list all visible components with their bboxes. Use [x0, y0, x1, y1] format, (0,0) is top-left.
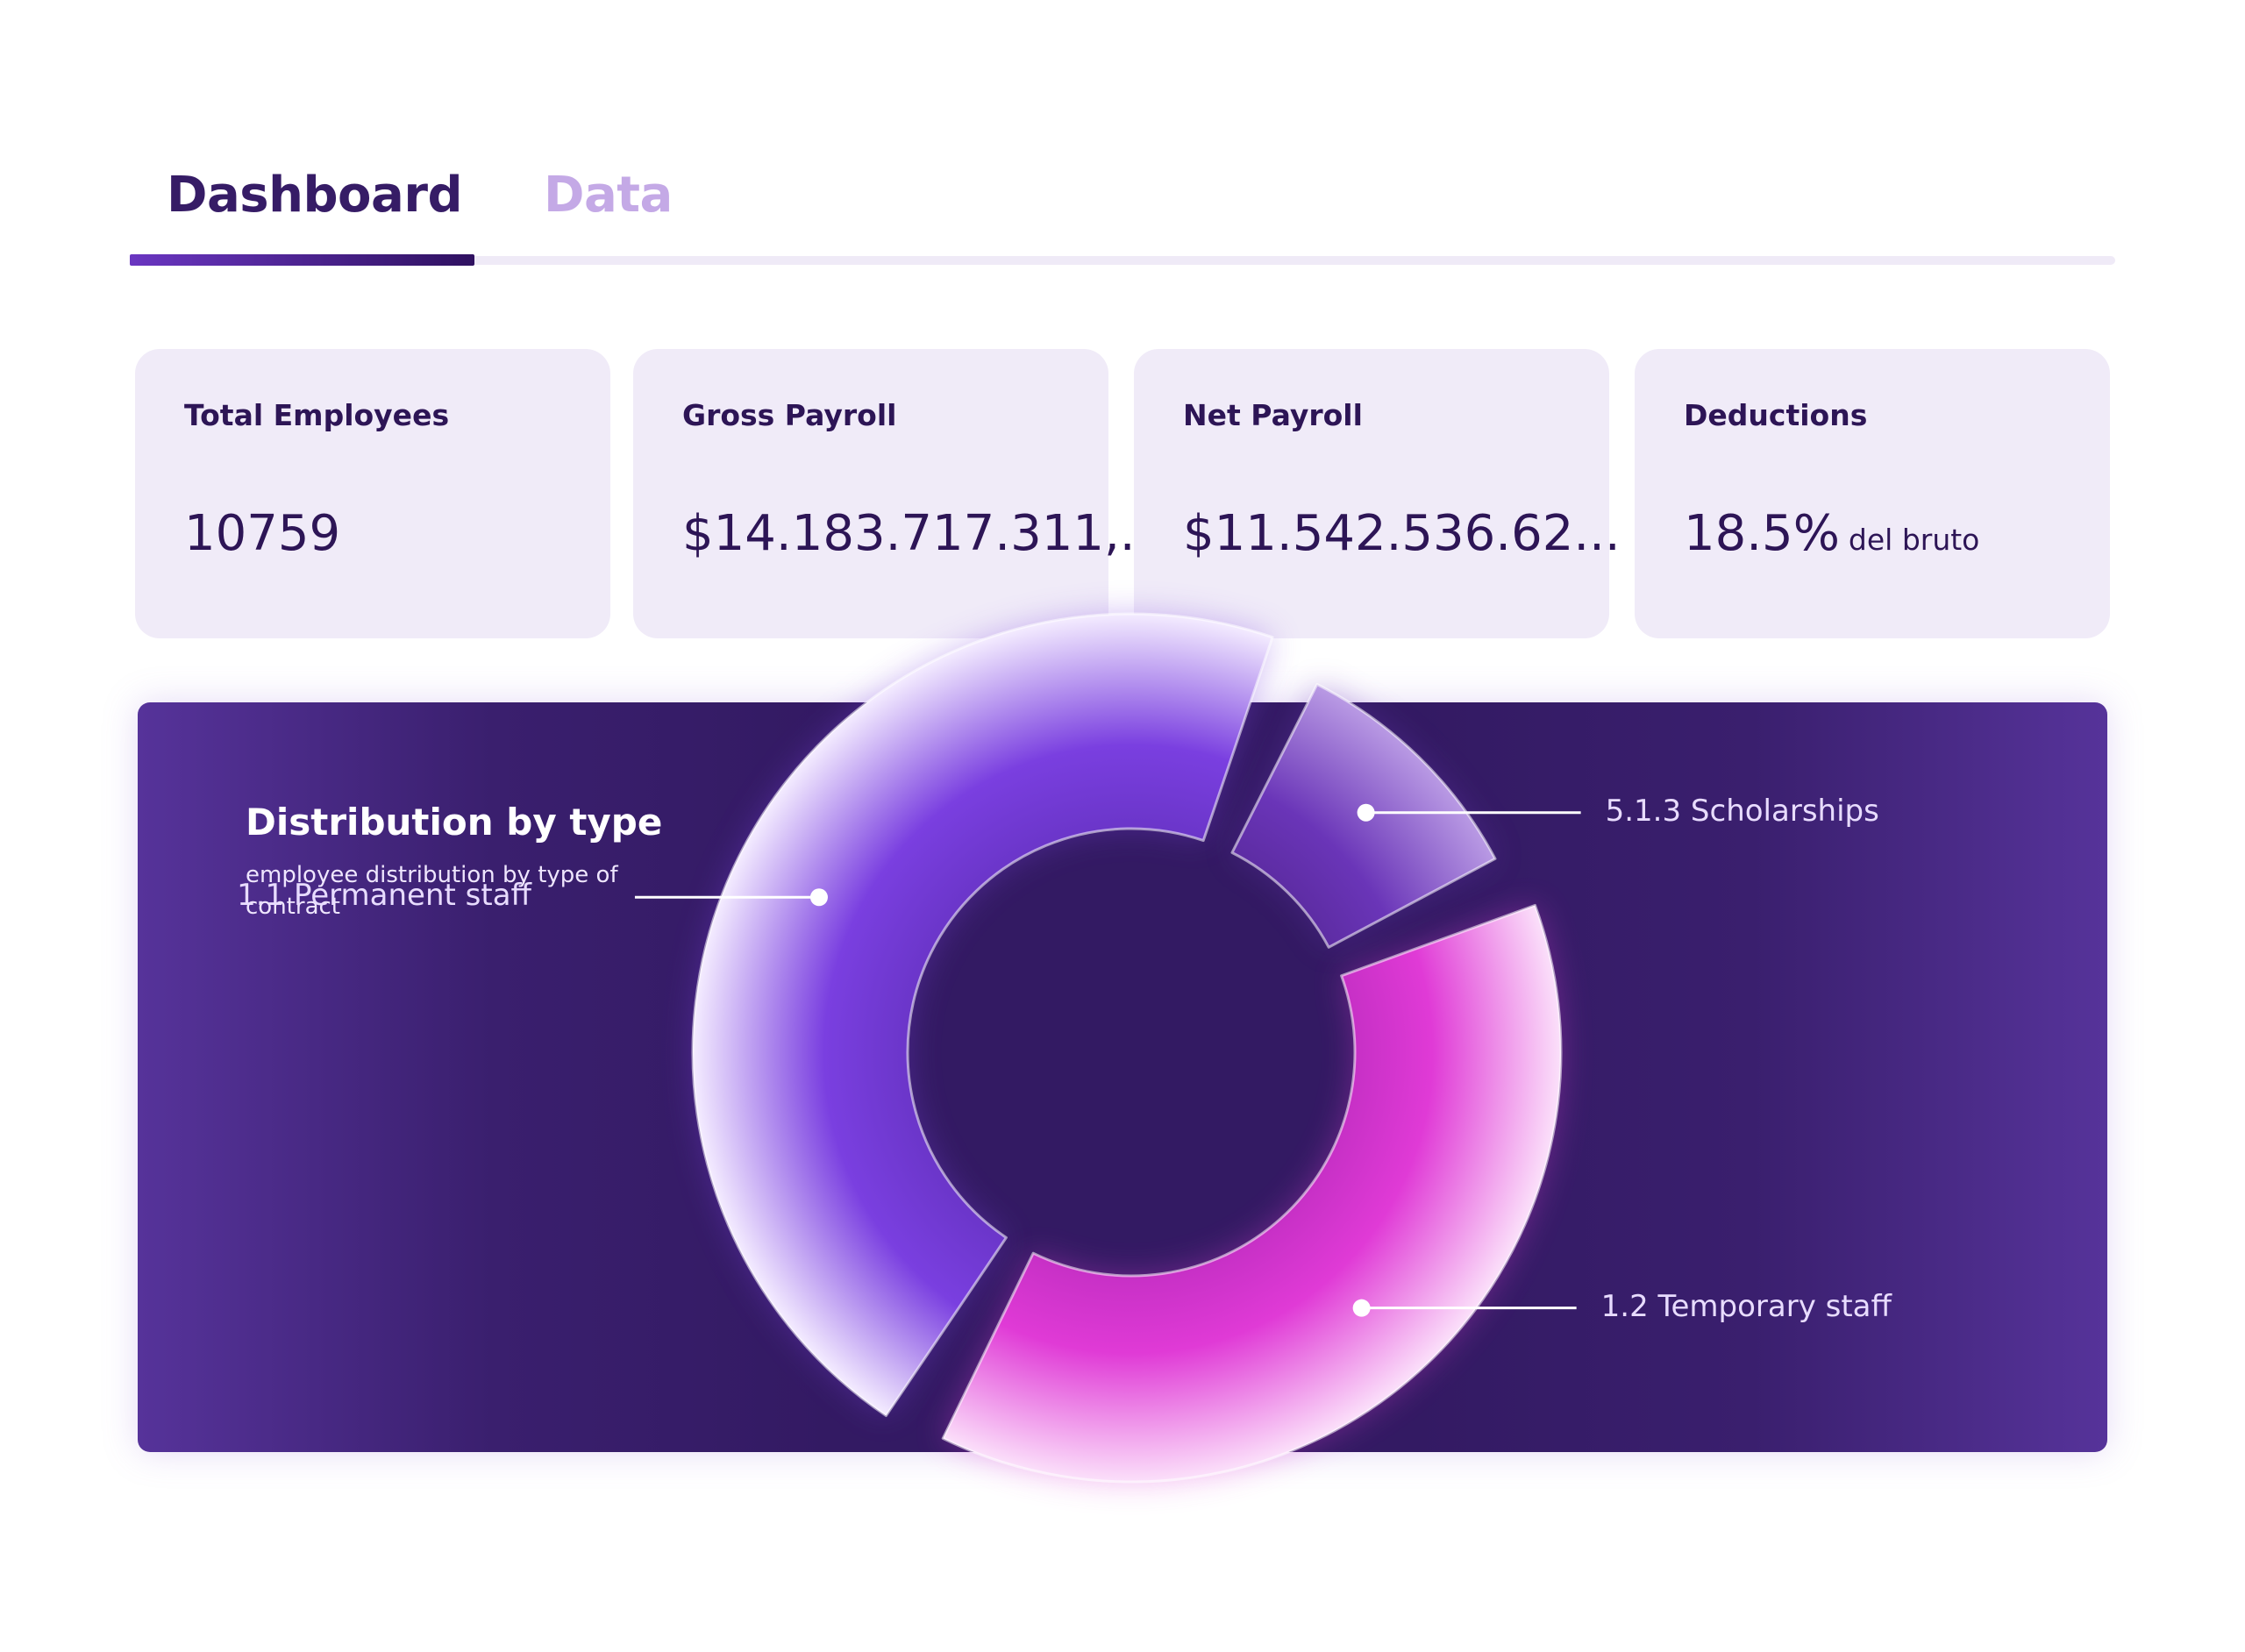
card-total-employees: Total Employees 10759 — [135, 349, 610, 638]
slice-label-temporary: 1.2 Temporary staff — [1600, 1288, 1892, 1324]
card-value: $14.183.717.311,... — [682, 505, 1167, 562]
card-label: Deductions — [1684, 398, 1868, 432]
card-label: Gross Payroll — [682, 398, 897, 432]
leader-dot — [1357, 803, 1375, 822]
slice-label-scholarships: 5.1.3 Scholarships — [1605, 793, 1879, 829]
slice-label-permanent: 1.1 Permanent staff — [237, 878, 531, 914]
card-net-payroll: Net Payroll $11.542.536.62... — [1134, 349, 1621, 638]
tab-bar: Dashboard Data — [130, 167, 2115, 267]
distribution-subtitle: employee distribution by type of contrac… — [246, 862, 618, 920]
tab-dashboard[interactable]: Dashboard — [167, 167, 463, 224]
card-label: Net Payroll — [1183, 398, 1363, 432]
leader-dot — [1352, 1299, 1371, 1317]
card-value: $11.542.536.62... — [1183, 505, 1621, 562]
card-deductions: Deductions 18.5% del bruto — [1635, 349, 2110, 638]
tab-data[interactable]: Data — [544, 167, 673, 224]
card-value-number: 18.5% — [1684, 505, 1840, 562]
donut-slices — [691, 612, 1563, 1484]
card-value-suffix: del bruto — [1848, 523, 1980, 557]
card-value: 18.5% del bruto — [1684, 505, 1979, 562]
donut-leaders — [634, 803, 1581, 1317]
card-value: 10759 — [184, 505, 341, 562]
leader-dot — [809, 888, 828, 907]
tab-active-indicator — [130, 254, 474, 266]
slice-temporary[interactable] — [941, 903, 1563, 1484]
card-label: Total Employees — [184, 398, 450, 432]
distribution-title: Distribution by type — [246, 801, 663, 844]
card-gross-payroll: Gross Payroll $14.183.717.311,... — [633, 349, 1166, 638]
slice-permanent[interactable] — [691, 612, 1274, 1418]
tab-track — [130, 256, 2115, 265]
